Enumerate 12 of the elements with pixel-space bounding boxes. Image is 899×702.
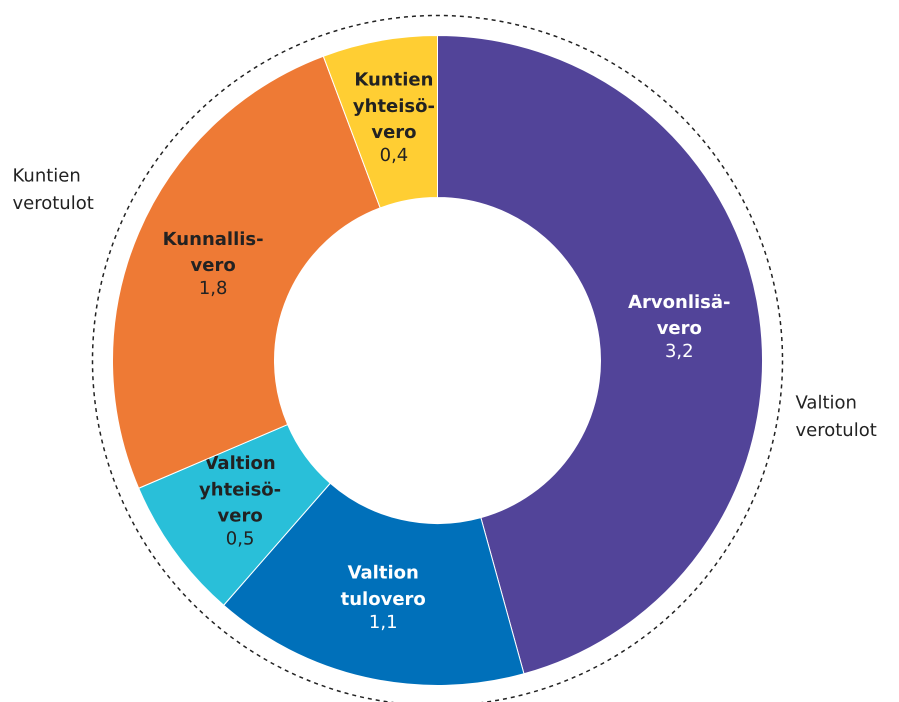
text: Kuntien verotulot [12, 166, 94, 214]
slice-label: Arvonlisä- vero [628, 292, 730, 340]
slice-label: Valtion tulovero [340, 562, 426, 610]
slice-label: Kunnallis- vero [162, 228, 264, 276]
data-label: 0,4 [380, 145, 408, 166]
data-label: 0,5 [226, 528, 254, 550]
data-label: 3,2 [664, 341, 694, 362]
slice-label: Kuntien yhteisö- vero [352, 70, 435, 144]
data-label: 1,8 [198, 278, 228, 300]
text: Valtion verotulot [796, 392, 877, 441]
slice-label: Valtion yhteisö- vero [199, 453, 282, 527]
data-label: 1,1 [368, 612, 398, 633]
